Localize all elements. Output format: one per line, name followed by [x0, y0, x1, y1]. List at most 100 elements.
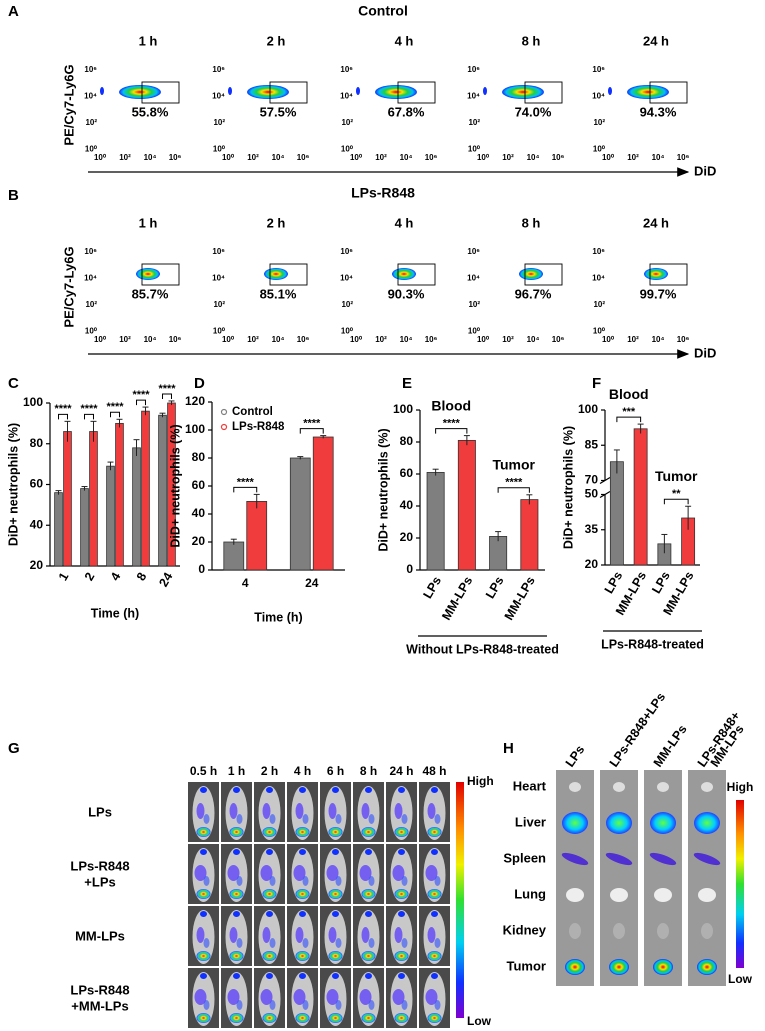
significance-bracket [162, 393, 172, 399]
y-tick-label: 20 [400, 530, 414, 544]
scale-label: Low [728, 972, 753, 986]
flow-x-tick: 10⁰ [350, 153, 363, 162]
signal [194, 865, 207, 881]
x-tick-label: MM-LPs [502, 574, 538, 623]
bar [457, 439, 476, 571]
flow-y-tick: 10⁶ [340, 247, 353, 256]
group-label: +LPs [84, 874, 115, 889]
time-label: 48 h [422, 764, 446, 778]
organ [694, 812, 720, 834]
flow-y-tick: 10⁰ [213, 327, 226, 336]
flow-y-tick: 10² [213, 300, 225, 309]
legend-label: LPs-R848 [232, 421, 285, 433]
signal [361, 951, 376, 961]
flow-x-tick: 10² [247, 153, 259, 162]
organ [609, 959, 629, 975]
significance-bracket [663, 498, 689, 505]
signal [398, 911, 405, 917]
significance-bracket [58, 413, 68, 420]
signal [326, 865, 339, 881]
y-tick-label: 40 [192, 506, 206, 520]
panel-label: B [8, 187, 19, 204]
flow-y-tick: 10⁴ [212, 92, 225, 101]
time-label: 0.5 h [190, 764, 217, 778]
flow-y-tick: 10⁶ [592, 65, 605, 74]
flow-x-tick: 10⁰ [94, 153, 107, 162]
gate [524, 263, 563, 286]
gate [649, 81, 688, 104]
gate [269, 263, 308, 286]
time-label: 24 h [643, 33, 669, 48]
y-tick-label: 20 [585, 557, 599, 571]
gate-percentage: 99.7% [640, 286, 677, 301]
signal [328, 889, 343, 899]
significance-bracket [233, 486, 258, 493]
flow-y-label: PE/Cy7-Ly6G [61, 64, 76, 145]
signal [196, 927, 205, 943]
signal [302, 814, 309, 824]
cell-population [392, 268, 416, 280]
annotation: Tumor [655, 468, 698, 484]
gate [269, 81, 308, 104]
bar [63, 431, 72, 567]
gate-percentage: 67.8% [388, 104, 425, 119]
significance-bracket [497, 487, 530, 493]
signal [335, 938, 342, 948]
x-tick-label: LPs [483, 574, 507, 601]
significance-bracket [435, 428, 468, 434]
cell-edge [228, 87, 232, 95]
flow-y-tick: 10² [468, 118, 480, 127]
flow-x-tick: 10² [119, 153, 131, 162]
signal [196, 951, 211, 961]
signal [328, 1013, 343, 1023]
panel-label: F [592, 375, 601, 392]
signal [196, 889, 211, 899]
gate-percentage: 90.3% [388, 286, 425, 301]
y-tick-label: 60 [192, 478, 206, 492]
flow-y-tick: 10⁶ [467, 247, 480, 256]
signal [425, 865, 438, 881]
signal [302, 876, 309, 886]
signal [227, 865, 240, 881]
signal [266, 911, 273, 917]
x-axis-label: Time (h) [91, 606, 139, 620]
annotation: Blood [431, 397, 471, 413]
signal [328, 827, 343, 837]
signal [431, 911, 438, 917]
signal [269, 814, 276, 824]
signal [401, 1000, 408, 1010]
gate [141, 263, 180, 286]
time-label: 24 h [643, 215, 669, 230]
significance-bracket [84, 413, 94, 420]
flow-y-tick: 10⁶ [84, 65, 97, 74]
flow-x-tick: 10² [247, 335, 259, 344]
signal [361, 827, 376, 837]
signal [295, 951, 310, 961]
y-tick-label: 120 [185, 394, 205, 408]
flow-x-tick: 10² [375, 335, 387, 344]
signal [394, 927, 403, 943]
gate [649, 263, 688, 286]
signal [425, 989, 438, 1005]
flow-y-tick: 10⁰ [213, 145, 226, 154]
signal [431, 973, 438, 979]
organ-label: Tumor [507, 958, 546, 973]
signal [260, 989, 273, 1005]
signal [326, 989, 339, 1005]
gate-percentage: 85.7% [132, 286, 169, 301]
flow-x-tick: 10⁰ [602, 153, 615, 162]
signal [401, 938, 408, 948]
x-tick-label: 24 [305, 576, 319, 590]
x-tick-label: 4 [242, 576, 249, 590]
group-label: MM-LPs [75, 928, 125, 943]
signal [196, 1013, 211, 1023]
flow-x-tick: 10⁰ [222, 153, 235, 162]
flow-y-tick: 10⁴ [592, 274, 605, 283]
signal [233, 787, 240, 793]
flow-x-tick: 10⁰ [222, 335, 235, 344]
signal [293, 865, 306, 881]
cell-edge [483, 87, 487, 95]
gate-percentage: 55.8% [132, 104, 169, 119]
flow-x-tick: 10² [502, 153, 514, 162]
signal [427, 803, 436, 819]
